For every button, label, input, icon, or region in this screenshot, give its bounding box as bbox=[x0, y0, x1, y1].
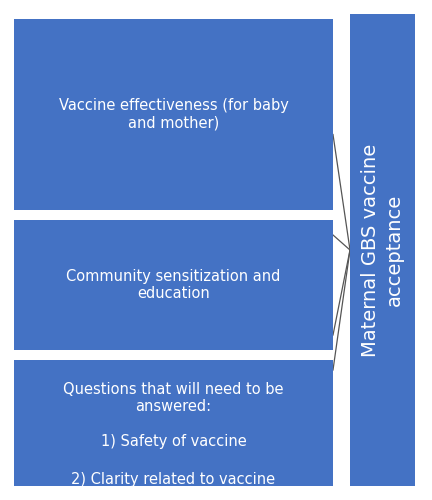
Text: 2) Clarity related to vaccine
recipient(s): 2) Clarity related to vaccine recipient(… bbox=[71, 472, 276, 500]
Text: 1) Safety of vaccine: 1) Safety of vaccine bbox=[101, 434, 246, 449]
FancyBboxPatch shape bbox=[14, 220, 333, 350]
Text: Questions that will need to be
answered:: Questions that will need to be answered: bbox=[63, 382, 284, 414]
FancyBboxPatch shape bbox=[14, 360, 333, 486]
FancyBboxPatch shape bbox=[350, 14, 415, 486]
Text: Community sensitization and
education: Community sensitization and education bbox=[67, 269, 281, 301]
Text: Vaccine effectiveness (for baby
and mother): Vaccine effectiveness (for baby and moth… bbox=[59, 98, 289, 130]
FancyBboxPatch shape bbox=[14, 19, 333, 210]
Text: Maternal GBS vaccine
acceptance: Maternal GBS vaccine acceptance bbox=[361, 144, 404, 356]
